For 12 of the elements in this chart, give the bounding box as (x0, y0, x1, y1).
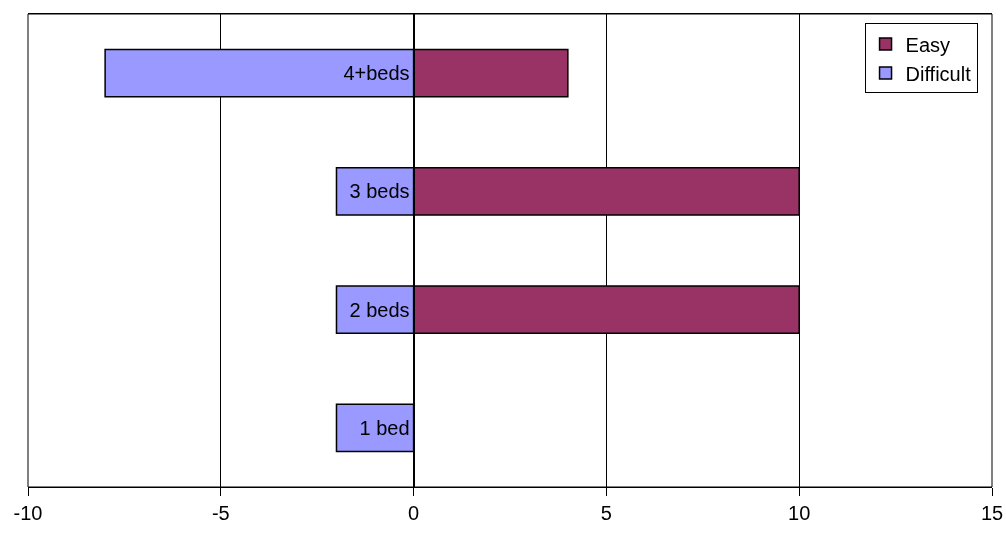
y-tick-label: 4+beds (343, 62, 410, 85)
y-tick-label: 2 beds (349, 298, 410, 321)
legend-label: Difficult (905, 62, 972, 85)
legend-label: Easy (905, 33, 951, 56)
x-tick-label: 10 (788, 502, 811, 524)
x-tick-label: 0 (408, 502, 420, 524)
x-tick-label: 15 (980, 502, 1004, 524)
x-tick-label: -10 (13, 502, 43, 524)
y-tick-label: 3 beds (349, 180, 410, 203)
x-tick-label: -5 (211, 502, 230, 524)
y-tick-label: 1 bed (359, 416, 410, 439)
x-tick-label: 5 (600, 502, 612, 524)
